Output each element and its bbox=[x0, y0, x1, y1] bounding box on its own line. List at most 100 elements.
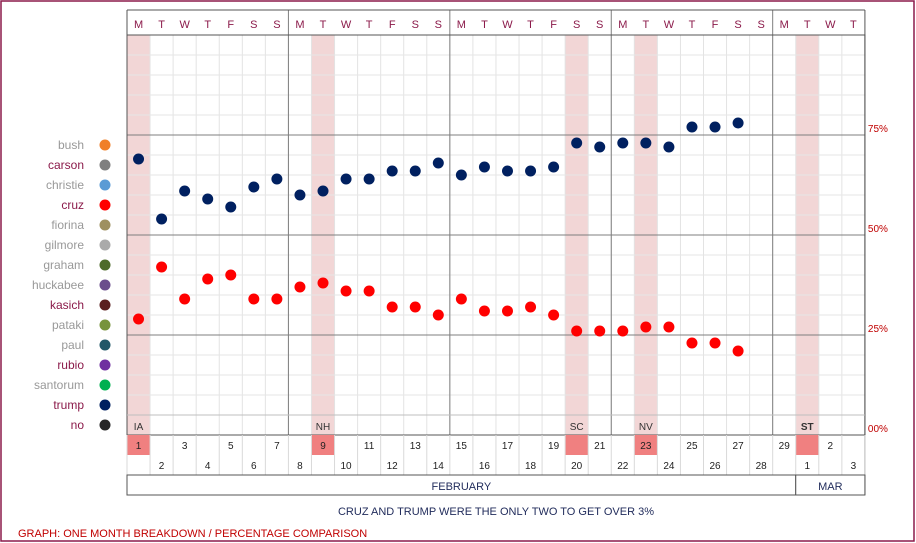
legend-swatch bbox=[99, 299, 111, 311]
trump-point bbox=[294, 189, 306, 201]
highlight-day-cell bbox=[795, 435, 819, 455]
day-number: 10 bbox=[341, 461, 353, 472]
subtitle-note: CRUZ AND TRUMP WERE THE ONLY TWO TO GET … bbox=[338, 506, 654, 518]
event-label: ST bbox=[801, 422, 814, 433]
weekday-label: T bbox=[689, 19, 696, 31]
cruz-point bbox=[340, 285, 352, 297]
day-number: 18 bbox=[525, 461, 537, 472]
cruz-point bbox=[363, 285, 375, 297]
month-label: FEBRUARY bbox=[432, 481, 492, 493]
highlight-day-cell bbox=[634, 435, 658, 455]
legend-swatch bbox=[99, 159, 111, 171]
weekday-label: M bbox=[134, 19, 143, 31]
weekday-label: T bbox=[320, 19, 327, 31]
day-number: 12 bbox=[387, 461, 399, 472]
weekday-label: S bbox=[412, 19, 419, 31]
legend-label: kasich bbox=[50, 298, 84, 312]
trump-point bbox=[156, 213, 168, 225]
trump-point bbox=[179, 185, 191, 197]
weekday-label: T bbox=[850, 19, 857, 31]
weekday-label: T bbox=[366, 19, 373, 31]
weekday-label: S bbox=[596, 19, 603, 31]
day-number: 4 bbox=[205, 461, 211, 472]
legend-label: pataki bbox=[52, 318, 84, 332]
trump-point bbox=[432, 157, 444, 169]
weekday-label: S bbox=[250, 19, 257, 31]
cruz-point bbox=[225, 269, 237, 281]
legend-label: carson bbox=[48, 158, 84, 172]
trump-point bbox=[202, 193, 214, 205]
day-number: 24 bbox=[663, 461, 675, 472]
highlight-day-cell bbox=[565, 435, 589, 455]
day-number: 21 bbox=[594, 441, 606, 452]
legend-swatch bbox=[99, 199, 111, 211]
weekday-label: W bbox=[502, 19, 513, 31]
day-number: 14 bbox=[433, 461, 445, 472]
trump-point bbox=[594, 141, 606, 153]
day-number: 22 bbox=[617, 461, 629, 472]
weekday-label: S bbox=[435, 19, 442, 31]
weekday-label: W bbox=[664, 19, 675, 31]
day-number: 29 bbox=[779, 441, 791, 452]
weekday-label: T bbox=[527, 19, 534, 31]
event-label: NH bbox=[316, 422, 330, 433]
highlight-day-cell bbox=[311, 435, 335, 455]
trump-point bbox=[617, 137, 629, 149]
legend-label: santorum bbox=[34, 378, 84, 392]
legend-label: cruz bbox=[61, 198, 84, 212]
trump-point bbox=[386, 165, 398, 177]
trump-point bbox=[640, 137, 652, 149]
weekday-label: M bbox=[457, 19, 466, 31]
weekday-label: F bbox=[550, 19, 557, 31]
y-tick-label: 00% bbox=[868, 424, 888, 435]
cruz-point bbox=[478, 305, 490, 317]
day-number: 23 bbox=[640, 441, 652, 452]
day-number: 11 bbox=[364, 441, 375, 452]
y-tick-label: 25% bbox=[868, 324, 888, 335]
day-number: 8 bbox=[297, 461, 303, 472]
cruz-point bbox=[594, 325, 606, 337]
weekday-label: M bbox=[618, 19, 627, 31]
trump-point bbox=[686, 121, 698, 133]
month-label: MAR bbox=[818, 481, 843, 493]
month-row: FEBRUARY MAR bbox=[126, 474, 866, 496]
weekday-label: F bbox=[227, 19, 234, 31]
day-number: 7 bbox=[274, 441, 280, 452]
trump-point bbox=[571, 137, 583, 149]
day-number: 2 bbox=[828, 441, 834, 452]
day-number: 3 bbox=[851, 461, 857, 472]
cruz-point bbox=[640, 321, 652, 333]
weekday-label: T bbox=[481, 19, 488, 31]
cruz-point bbox=[248, 293, 260, 305]
cruz-point bbox=[432, 309, 444, 321]
trump-point bbox=[663, 141, 675, 153]
event-label: NV bbox=[639, 422, 653, 433]
legend-swatch bbox=[99, 399, 111, 411]
trump-point bbox=[317, 185, 329, 197]
weekday-label: W bbox=[341, 19, 352, 31]
y-axis-labels: 00% 25% 50% 75% bbox=[868, 124, 888, 435]
day-number: 9 bbox=[320, 441, 326, 452]
legend-swatch bbox=[99, 239, 111, 251]
month-cell bbox=[795, 474, 866, 496]
trump-point bbox=[548, 161, 560, 173]
cruz-point bbox=[686, 337, 698, 349]
legend-label: bush bbox=[58, 138, 84, 152]
cruz-point bbox=[156, 261, 168, 273]
legend-swatch bbox=[99, 259, 111, 271]
legend-label: trump bbox=[53, 398, 84, 412]
cruz-point bbox=[271, 293, 283, 305]
trump-point bbox=[732, 117, 744, 129]
trump-point bbox=[248, 181, 260, 193]
day-number: 19 bbox=[548, 441, 560, 452]
day-number: 26 bbox=[709, 461, 721, 472]
trump-point bbox=[455, 169, 467, 181]
day-number: 20 bbox=[571, 461, 583, 472]
cruz-point bbox=[501, 305, 513, 317]
trump-point bbox=[363, 173, 375, 185]
y-tick-label: 50% bbox=[868, 224, 888, 235]
day-number: 6 bbox=[251, 461, 257, 472]
trump-point bbox=[478, 161, 490, 173]
legend-label: fiorina bbox=[51, 218, 84, 232]
trump-point bbox=[225, 201, 237, 213]
